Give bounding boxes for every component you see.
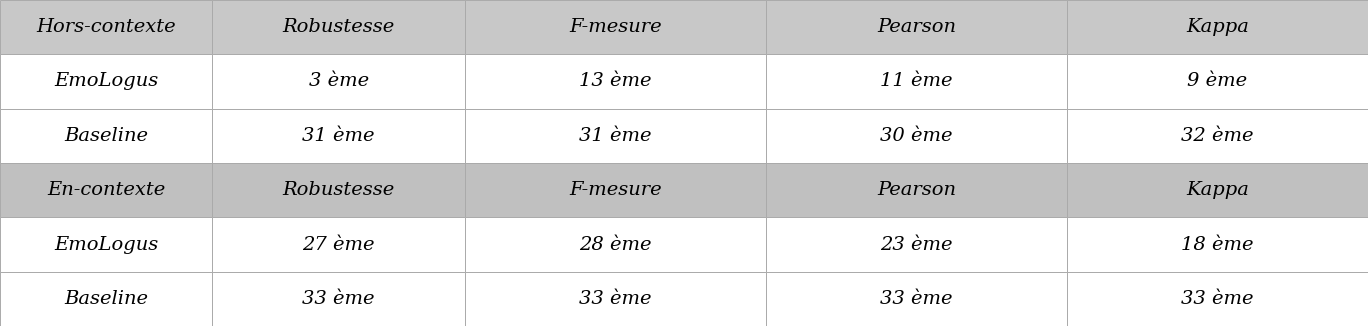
Bar (0, 217, 212, 272)
Text: 30 ème: 30 ème (881, 127, 952, 145)
Bar (465, 163, 766, 217)
Text: 27 ème: 27 ème (302, 235, 375, 254)
Bar (212, 272, 465, 326)
Bar (766, 163, 1067, 217)
Text: 13 ème: 13 ème (580, 72, 651, 91)
Bar (212, 217, 465, 272)
Text: 28 ème: 28 ème (580, 235, 651, 254)
Text: F-mesure: F-mesure (569, 181, 662, 199)
Bar (0, 109, 212, 163)
Bar (212, 54, 465, 109)
Bar (465, 0, 766, 54)
Bar (766, 0, 1067, 54)
Bar (1067, 54, 1368, 109)
Text: Pearson: Pearson (877, 18, 956, 36)
Text: Kappa: Kappa (1186, 181, 1249, 199)
Bar (766, 109, 1067, 163)
Bar (766, 54, 1067, 109)
Text: Baseline: Baseline (64, 127, 148, 145)
Bar (766, 272, 1067, 326)
Bar (212, 109, 465, 163)
Bar (0, 0, 212, 54)
Text: Pearson: Pearson (877, 181, 956, 199)
Text: 32 ème: 32 ème (1182, 127, 1253, 145)
Text: 3 ème: 3 ème (309, 72, 368, 91)
Bar (1067, 217, 1368, 272)
Bar (465, 272, 766, 326)
Bar (1067, 272, 1368, 326)
Text: 33 ème: 33 ème (580, 290, 651, 308)
Text: 18 ème: 18 ème (1182, 235, 1253, 254)
Bar (0, 54, 212, 109)
Bar (212, 163, 465, 217)
Bar (465, 217, 766, 272)
Bar (1067, 109, 1368, 163)
Bar (0, 272, 212, 326)
Text: 11 ème: 11 ème (881, 72, 952, 91)
Bar (1067, 0, 1368, 54)
Text: EmoLogus: EmoLogus (53, 72, 159, 91)
Text: 31 ème: 31 ème (302, 127, 375, 145)
Text: F-mesure: F-mesure (569, 18, 662, 36)
Bar (1067, 163, 1368, 217)
Bar (0, 163, 212, 217)
Bar (465, 109, 766, 163)
Text: Hors-contexte: Hors-contexte (36, 18, 176, 36)
Text: 33 ème: 33 ème (1182, 290, 1253, 308)
Text: EmoLogus: EmoLogus (53, 235, 159, 254)
Text: 31 ème: 31 ème (580, 127, 651, 145)
Text: Kappa: Kappa (1186, 18, 1249, 36)
Text: 23 ème: 23 ème (881, 235, 952, 254)
Text: 33 ème: 33 ème (881, 290, 952, 308)
Bar (465, 54, 766, 109)
Bar (766, 217, 1067, 272)
Text: En-contexte: En-contexte (47, 181, 166, 199)
Text: Robustesse: Robustesse (282, 181, 395, 199)
Text: Baseline: Baseline (64, 290, 148, 308)
Text: Robustesse: Robustesse (282, 18, 395, 36)
Text: 9 ème: 9 ème (1187, 72, 1248, 91)
Text: 33 ème: 33 ème (302, 290, 375, 308)
Bar (212, 0, 465, 54)
